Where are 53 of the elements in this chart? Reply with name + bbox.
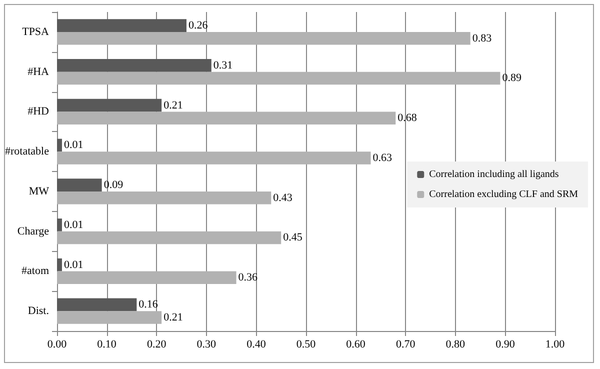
data-label: 0.26 bbox=[188, 20, 208, 32]
x-tick-label: 0.70 bbox=[396, 338, 416, 350]
bar bbox=[57, 98, 162, 112]
y-tick-label: #atom bbox=[22, 265, 50, 278]
x-tick-label: 0.80 bbox=[446, 338, 466, 350]
data-label: 0.36 bbox=[238, 272, 258, 284]
data-label: 0.89 bbox=[502, 72, 522, 84]
bar bbox=[57, 19, 186, 32]
bar bbox=[57, 258, 62, 272]
x-tick-label: 0.60 bbox=[346, 338, 366, 350]
y-tick-label: TPSA bbox=[22, 26, 50, 38]
y-tick-label: Dist. bbox=[28, 305, 50, 318]
y-tick-label: #HA bbox=[28, 66, 50, 78]
bar bbox=[57, 231, 282, 244]
bar bbox=[57, 138, 62, 152]
x-tick-label: 1.00 bbox=[545, 338, 566, 350]
bar bbox=[57, 152, 371, 164]
data-label: 0.31 bbox=[213, 59, 233, 72]
y-tick-label: #HD bbox=[28, 106, 50, 118]
data-label: 0.83 bbox=[472, 32, 492, 44]
bar bbox=[57, 112, 396, 124]
data-label: 0.45 bbox=[283, 232, 303, 244]
bar bbox=[57, 218, 62, 232]
x-tick-label: 0.10 bbox=[97, 338, 117, 350]
bar bbox=[57, 178, 102, 192]
data-label: 0.43 bbox=[273, 192, 293, 204]
data-label: 0.68 bbox=[398, 112, 418, 124]
bar bbox=[57, 32, 470, 45]
data-label: 0.01 bbox=[64, 258, 84, 271]
data-label: 0.01 bbox=[64, 218, 84, 231]
y-tick-label: Charge bbox=[17, 225, 50, 238]
x-tick-label: 0.00 bbox=[47, 338, 68, 350]
bar bbox=[57, 59, 212, 72]
data-label: 0.21 bbox=[164, 311, 183, 324]
x-tick-label: 0.30 bbox=[196, 338, 217, 350]
y-tick-label: MW bbox=[28, 185, 50, 198]
data-label: 0.21 bbox=[164, 99, 183, 112]
data-label: 0.63 bbox=[372, 152, 392, 164]
bar bbox=[57, 72, 500, 85]
bar bbox=[57, 191, 272, 204]
bar bbox=[57, 271, 236, 284]
data-label: 0.01 bbox=[64, 139, 84, 152]
x-tick-label: 0.50 bbox=[296, 338, 316, 350]
y-tick-label: #rotatable bbox=[5, 146, 50, 158]
legend-label: Correlation excluding CLF and SRM bbox=[429, 189, 578, 200]
legend-label: Correlation including all ligands bbox=[429, 169, 559, 180]
data-label: 0.16 bbox=[138, 298, 158, 311]
x-tick-label: 0.40 bbox=[246, 338, 266, 350]
x-tick-label: 0.20 bbox=[146, 338, 167, 350]
bar bbox=[57, 298, 137, 312]
bar bbox=[57, 311, 162, 324]
data-label: 0.09 bbox=[104, 179, 124, 192]
x-tick-label: 0.90 bbox=[496, 338, 516, 350]
